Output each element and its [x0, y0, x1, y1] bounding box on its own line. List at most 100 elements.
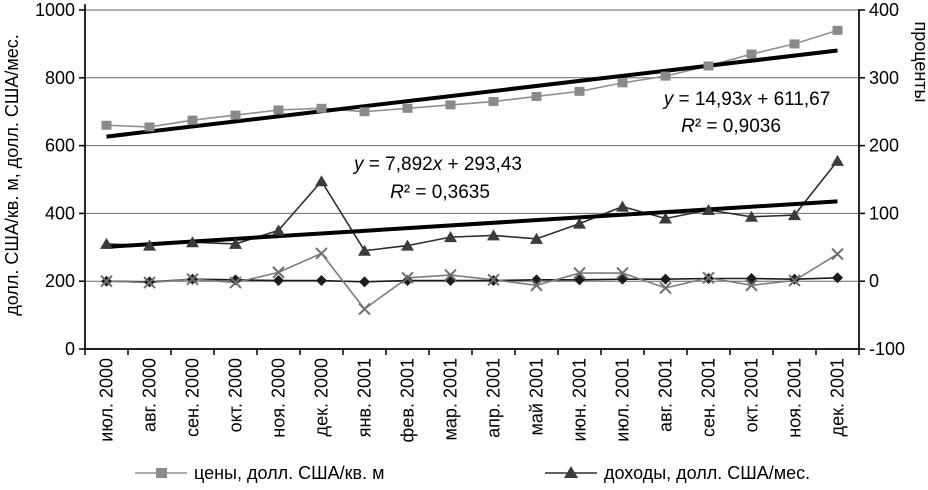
triangle-marker-incomes-3 — [229, 237, 242, 249]
right-axis-tick-label: 200 — [869, 136, 899, 156]
square-marker-prices-13 — [660, 71, 671, 81]
triangle-marker-incomes-5 — [315, 175, 328, 187]
x-axis-label: дек. 2000 — [312, 358, 332, 436]
triangle-marker-incomes-0 — [100, 237, 113, 249]
x-marker-pct-x-17 — [831, 247, 844, 261]
axis-labels-layer: 0 200 400 600 800 1000 -100 0 100 200 300 400 июл. 2… — [35, 0, 905, 442]
x-marker-pct-x-12 — [616, 266, 629, 280]
trendline-r2-0: R² = 0,9036 — [681, 116, 781, 137]
x-axis-label: сен. 2001 — [699, 358, 719, 437]
triangle-marker-incomes-15 — [745, 210, 758, 222]
right-axis-tick-label: 0 — [869, 271, 879, 291]
series-line-prices — [106, 29, 838, 128]
x-axis-label: авг. 2001 — [656, 358, 676, 432]
x-axis-label: апр. 2001 — [484, 358, 504, 438]
x-marker-pct-x-15 — [745, 279, 758, 292]
trendlines-layer — [106, 48, 838, 249]
triangle-marker-incomes-14 — [702, 204, 715, 216]
trendline-0 — [106, 48, 838, 139]
x-marker-pct-x-3 — [229, 276, 242, 289]
x-axis-label: янв. 2001 — [355, 358, 375, 437]
diamond-marker-pct-diamond-13 — [660, 273, 671, 285]
left-axis-tick-label: 600 — [45, 136, 75, 156]
diamond-marker-pct-diamond-8 — [445, 275, 456, 287]
x-marker-pct-x-6 — [358, 302, 371, 316]
x-marker-pct-x-2 — [186, 272, 199, 286]
trendline-equation-0: y = 14,93x + 611,67 — [662, 89, 831, 110]
square-marker-prices-0 — [101, 120, 112, 130]
markers-layer — [100, 25, 844, 316]
x-marker-pct-x-16 — [788, 274, 801, 287]
x-axis-label: май 2001 — [527, 358, 547, 435]
x-marker-pct-x-8 — [444, 268, 457, 282]
triangle-marker-incomes-16 — [788, 209, 801, 221]
square-marker-prices-8 — [445, 100, 456, 110]
series-line-incomes — [106, 160, 839, 252]
triangle-marker-incomes-7 — [401, 239, 414, 251]
triangle-marker-incomes-9 — [487, 229, 500, 241]
square-marker-prices-14 — [703, 61, 714, 71]
x-axis-label: окт. 2001 — [742, 358, 762, 432]
right-axis-tick-label: 400 — [869, 0, 899, 20]
x-axis-label: июл. 2001 — [613, 358, 633, 442]
square-marker-prices-4 — [273, 105, 284, 115]
x-axis-label: июн. 2001 — [570, 358, 590, 442]
trendline-r2-1: R² = 0,3635 — [390, 182, 490, 203]
right-axis-tick-label: -100 — [869, 339, 905, 359]
square-marker-prices-11 — [574, 86, 585, 96]
diamond-marker-pct-diamond-5 — [316, 275, 327, 287]
x-marker-pct-x-0 — [100, 274, 113, 288]
series-line-pct-x — [106, 252, 838, 311]
x-axis-label: окт. 2000 — [226, 358, 246, 432]
left-axis-title: долл. США/кв. м, долл. США/мес. — [2, 34, 22, 315]
annotations-layer: y = 14,93x + 611,67 R² = 0,9036 y = 7,892x… — [352, 89, 830, 203]
x-axis-label: июл. 2000 — [97, 358, 117, 442]
trendline-1 — [106, 199, 838, 249]
square-marker-prices-9 — [488, 97, 499, 107]
right-axis-tick-label: 300 — [869, 68, 899, 88]
square-marker-prices-5 — [316, 103, 327, 113]
triangle-marker-incomes-13 — [659, 212, 672, 224]
x-axis-label: дек. 2001 — [828, 358, 848, 436]
legend-square-icon — [156, 468, 167, 478]
x-marker-pct-x-14 — [702, 271, 715, 285]
diamond-marker-pct-diamond-4 — [273, 275, 284, 287]
legend-item-incomes: доходы, долл. США/мес. — [545, 463, 810, 483]
square-marker-prices-6 — [359, 107, 370, 117]
triangle-marker-incomes-4 — [272, 224, 285, 236]
right-axis-title: проценты — [911, 21, 928, 102]
left-axis-tick-label: 0 — [65, 339, 75, 359]
square-marker-prices-1 — [144, 122, 155, 132]
x-axis-label: мар. 2001 — [441, 358, 461, 440]
x-marker-pct-x-13 — [659, 281, 672, 295]
x-axis-label: фев. 2001 — [398, 358, 418, 442]
x-axis-label: сен. 2000 — [183, 358, 203, 437]
triangle-marker-incomes-1 — [143, 239, 156, 251]
square-marker-prices-3 — [230, 110, 241, 120]
left-axis-tick-label: 200 — [45, 271, 75, 291]
x-marker-pct-x-9 — [487, 273, 500, 287]
x-marker-pct-x-10 — [530, 279, 543, 292]
x-marker-pct-x-5 — [315, 247, 328, 260]
triangle-marker-incomes-8 — [444, 231, 457, 243]
square-marker-prices-10 — [531, 91, 542, 101]
triangle-marker-incomes-17 — [831, 154, 844, 166]
triangle-marker-incomes-10 — [530, 232, 543, 244]
legend-triangle-icon — [564, 466, 578, 478]
diamond-marker-pct-diamond-12 — [617, 273, 628, 285]
triangle-marker-incomes-12 — [616, 200, 629, 212]
triangle-marker-incomes-11 — [573, 217, 586, 229]
x-axis-label: ноя. 2001 — [785, 358, 805, 438]
legend-label-incomes: доходы, долл. США/мес. — [604, 463, 810, 483]
left-axis-tick-label: 1000 — [35, 0, 75, 20]
trendline-equation-1: y = 7,892x + 293,43 — [352, 154, 522, 175]
square-marker-prices-7 — [402, 103, 413, 113]
triangle-marker-incomes-2 — [186, 236, 199, 248]
square-marker-prices-16 — [789, 39, 800, 49]
diamond-marker-pct-diamond-3 — [230, 274, 241, 286]
legend: цены, долл. США/кв. м доходы, долл. США/… — [135, 463, 810, 483]
legend-item-prices: цены, долл. США/кв. м — [135, 463, 384, 483]
x-axis-label: авг. 2000 — [140, 358, 160, 432]
right-axis-tick-label: 100 — [869, 203, 899, 223]
